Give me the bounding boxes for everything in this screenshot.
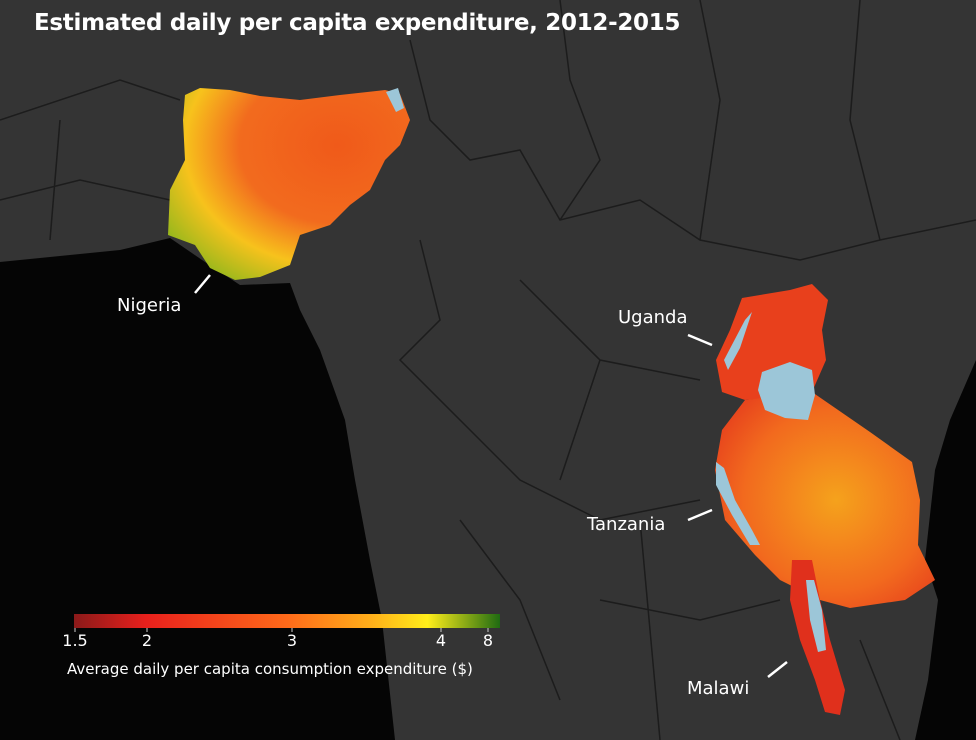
label-nigeria: Nigeria: [117, 295, 182, 316]
label-malawi: Malawi: [687, 678, 750, 699]
label-arrows: [194, 274, 788, 678]
lake-chad: [386, 88, 404, 112]
map-title: Estimated daily per capita expenditure, …: [34, 10, 681, 36]
legend-caption: Average daily per capita consumption exp…: [67, 660, 473, 678]
tanzania-arrow: [687, 508, 713, 522]
lake-tanganyika: [716, 462, 760, 545]
lake-albert: [724, 312, 752, 370]
legend-tick-label: 8: [482, 631, 494, 650]
malawi-arrow: [767, 661, 788, 678]
legend-tick-label: 4: [435, 631, 447, 650]
lake-malawi: [806, 580, 826, 652]
legend-tick-label: 2: [141, 631, 153, 650]
uganda-arrow: [687, 333, 713, 347]
tanzania-region: [715, 392, 935, 608]
indian-ocean: [915, 360, 976, 740]
nigeria-region: [168, 88, 410, 280]
label-tanzania: Tanzania: [587, 514, 666, 535]
lake-victoria: [758, 362, 815, 420]
legend-colorbar: [74, 614, 500, 628]
label-uganda: Uganda: [618, 307, 688, 328]
legend-tick-label: 3: [286, 631, 298, 650]
legend-tick-label: 1.5: [62, 631, 88, 650]
nigeria-arrow: [194, 274, 211, 294]
legend-tick-marks: [74, 628, 489, 632]
